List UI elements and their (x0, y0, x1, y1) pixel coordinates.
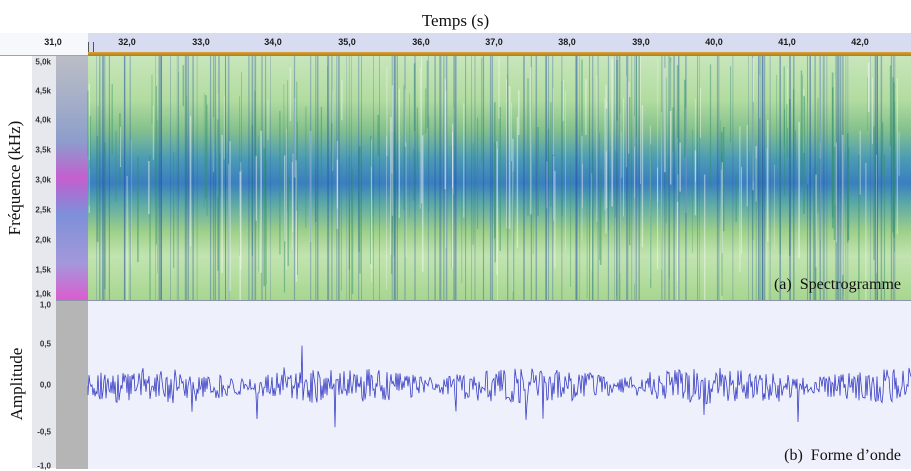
ruler-label: 32,0 (118, 37, 136, 47)
freq-tick-label: 3,5k (35, 145, 51, 155)
amp-tick-label: -1,0 (37, 461, 51, 471)
freq-tick-label: 1,5k (35, 265, 51, 275)
freq-tick-label: 5,0k (35, 57, 51, 67)
freq-tick-label: 2,5k (35, 205, 51, 215)
ruler-label: 39,0 (632, 37, 650, 47)
ruler-selected-region (0, 33, 88, 55)
amp-tick-label: 1,0 (39, 300, 51, 310)
ruler-label: 35,0 (338, 37, 356, 47)
amp-tick-label: 0,0 (39, 380, 51, 390)
selection-marker-icon[interactable] (88, 42, 94, 52)
playback-region-bar[interactable] (88, 52, 911, 56)
amp-tick-label: -0,5 (37, 427, 51, 437)
spectrogram-canvas (56, 56, 911, 300)
frequency-axis-title: Fréquence (kHz) (5, 120, 24, 236)
ruler-label: 34,0 (264, 37, 282, 47)
ruler-track-region[interactable] (88, 33, 911, 55)
waveform-caption: (b) Forme d’onde (784, 447, 901, 464)
frequency-scale[interactable]: 5,0k 4,5k 4,0k 3,5k 3,0k 2,5k 2,0k 1,5k … (32, 56, 57, 300)
freq-tick-label: 4,5k (35, 86, 51, 96)
amplitude-scale[interactable]: 1,0 0,5 0,0 -0,5 -1,0 (32, 300, 57, 471)
spectrogram-caption: (a) Spectrogramme (773, 276, 901, 293)
timeline-ruler[interactable]: 31,0 32,0 33,0 34,0 35,0 36,0 37,0 38,0 … (0, 33, 911, 56)
ruler-label-start: 31,0 (44, 37, 62, 47)
freq-tick-label: 3,0k (35, 175, 51, 185)
ruler-label: 38,0 (558, 37, 576, 47)
ruler-label: 36,0 (412, 37, 430, 47)
amplitude-axis-title: Amplitude (7, 347, 26, 421)
ruler-label: 33,0 (192, 37, 210, 47)
freq-tick-label: 4,0k (35, 115, 51, 125)
freq-tick-label: 1,0k (35, 289, 51, 299)
waveform-view[interactable]: (b) Forme d’onde (56, 300, 911, 469)
ruler-label: 41,0 (778, 37, 796, 47)
freq-tick-label: 2,0k (35, 235, 51, 245)
amp-tick-label: 0,5 (39, 339, 51, 349)
ruler-label: 42,0 (851, 37, 869, 47)
waveform-canvas (56, 301, 911, 469)
ruler-label: 40,0 (705, 37, 723, 47)
ruler-label: 37,0 (485, 37, 503, 47)
time-axis-title: Temps (s) (421, 11, 490, 30)
spectrogram-view[interactable]: (a) Spectrogramme (56, 56, 911, 300)
